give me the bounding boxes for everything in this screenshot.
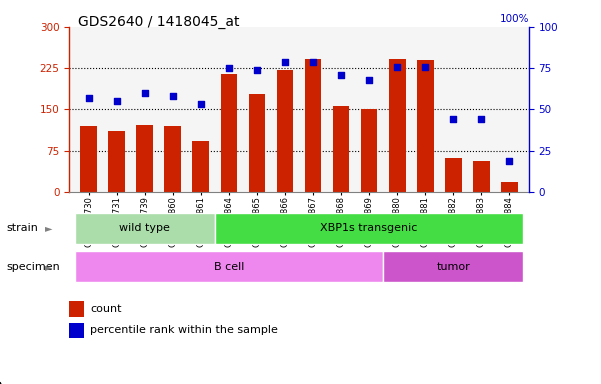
Bar xyxy=(501,182,517,192)
Bar xyxy=(445,158,462,192)
Point xyxy=(336,72,346,78)
Bar xyxy=(276,70,293,192)
Bar xyxy=(165,126,182,192)
Text: GDS2640 / 1418045_at: GDS2640 / 1418045_at xyxy=(78,15,240,29)
Text: percentile rank within the sample: percentile rank within the sample xyxy=(90,325,278,335)
Text: ►: ► xyxy=(45,223,52,233)
Point xyxy=(448,116,458,122)
Point xyxy=(140,90,150,96)
Point xyxy=(84,95,94,101)
Bar xyxy=(361,109,377,192)
Bar xyxy=(416,60,433,192)
Point xyxy=(308,58,318,65)
Point xyxy=(224,65,234,71)
Point xyxy=(392,63,402,70)
Bar xyxy=(383,252,523,283)
Bar xyxy=(75,213,215,244)
Point xyxy=(168,93,178,99)
Text: strain: strain xyxy=(6,223,38,233)
Text: wild type: wild type xyxy=(120,223,170,233)
Point xyxy=(196,101,206,108)
Bar xyxy=(389,59,406,192)
Text: count: count xyxy=(90,304,121,314)
Point xyxy=(420,63,430,70)
Bar xyxy=(75,252,383,283)
Text: 100%: 100% xyxy=(499,13,529,23)
Point xyxy=(280,58,290,65)
Text: XBP1s transgenic: XBP1s transgenic xyxy=(320,223,418,233)
Bar xyxy=(305,59,322,192)
Point xyxy=(477,116,486,122)
Text: ►: ► xyxy=(45,262,52,272)
Bar xyxy=(215,213,523,244)
Bar xyxy=(81,126,97,192)
Bar xyxy=(136,125,153,192)
Bar xyxy=(249,94,266,192)
Text: tumor: tumor xyxy=(436,262,470,272)
Bar xyxy=(108,131,125,192)
Text: specimen: specimen xyxy=(6,262,59,272)
Bar xyxy=(221,74,237,192)
Bar xyxy=(192,141,209,192)
Bar xyxy=(473,161,490,192)
Point xyxy=(112,98,121,104)
Text: B cell: B cell xyxy=(214,262,244,272)
Bar xyxy=(332,106,349,192)
Point xyxy=(252,67,262,73)
Point xyxy=(364,77,374,83)
Point xyxy=(504,157,514,164)
